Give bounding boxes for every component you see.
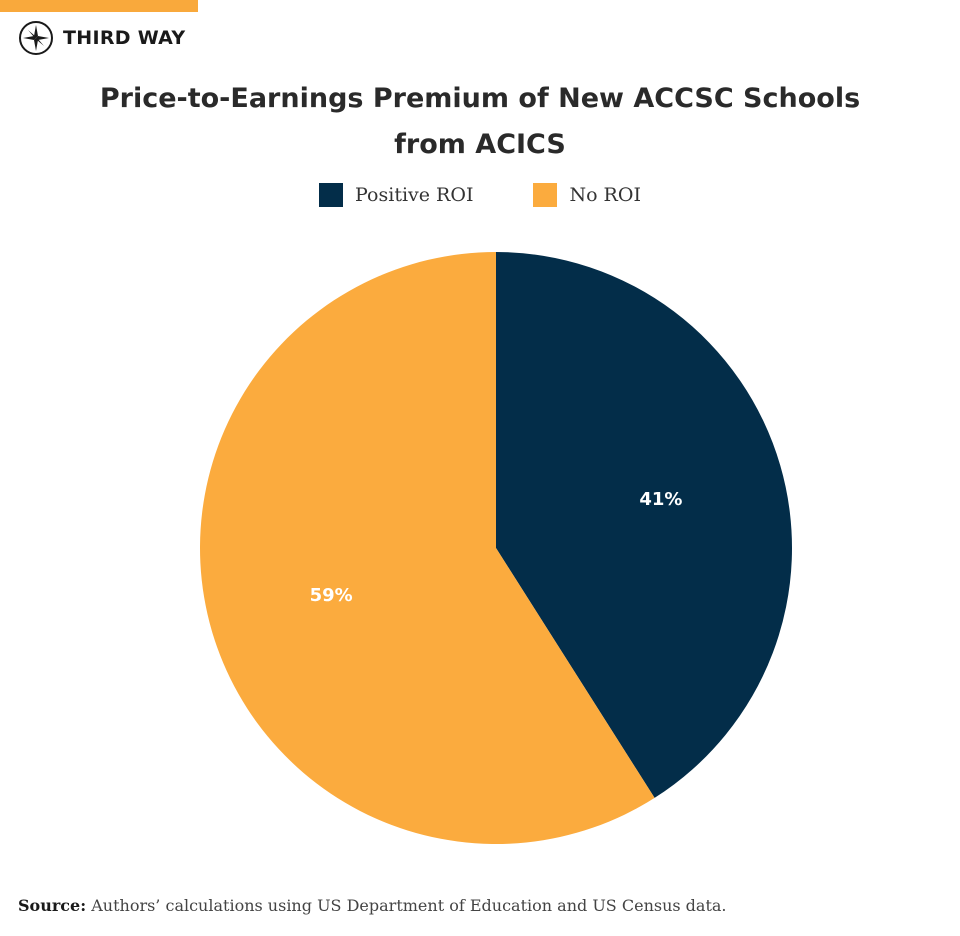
legend-item-positive-roi[interactable]: Positive ROI	[319, 183, 473, 207]
pie-slice-positive-roi[interactable]	[496, 252, 793, 798]
legend-label-positive-roi: Positive ROI	[355, 184, 474, 206]
chart-title: Price-to-Earnings Premium of New ACCSC S…	[0, 76, 960, 168]
pie-slice-no-roi[interactable]	[200, 252, 655, 844]
pie-label-no-roi: 59%	[310, 585, 353, 606]
source-label: Source:	[18, 896, 87, 915]
legend-swatch-no-roi	[533, 183, 558, 207]
brand-name: THIRD WAY	[63, 27, 186, 49]
brand: THIRD WAY	[18, 20, 185, 56]
accent-bar	[0, 0, 198, 12]
chart-title-line-1: Price-to-Earnings Premium of New ACCSC S…	[99, 83, 861, 114]
pie-label-positive-roi: 41%	[639, 489, 682, 510]
source-text: Authors’ calculations using US Departmen…	[91, 896, 727, 915]
legend: Positive ROI No ROI	[0, 183, 960, 207]
legend-label-no-roi: No ROI	[569, 184, 641, 206]
source-note: Source: Authors’ calculations using US D…	[18, 896, 727, 915]
chart-title-line-2: from ACICS	[394, 129, 566, 160]
legend-item-no-roi[interactable]: No ROI	[533, 183, 641, 207]
legend-swatch-positive-roi	[319, 183, 344, 207]
compass-star-icon	[19, 21, 53, 55]
